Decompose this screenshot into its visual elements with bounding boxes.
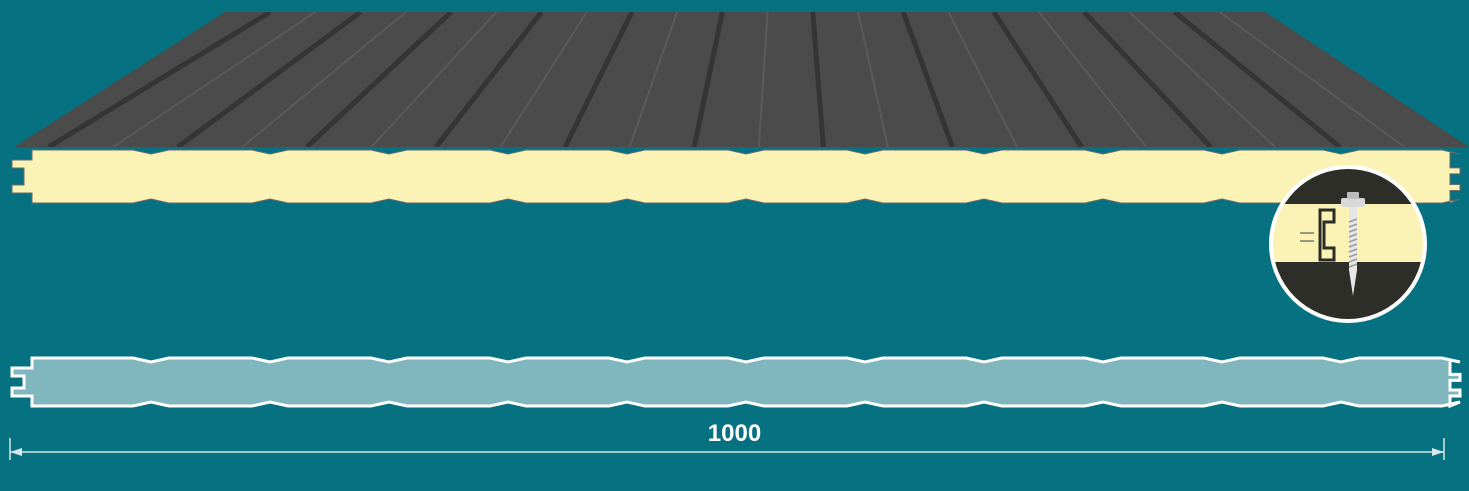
metal-rib — [810, 12, 826, 147]
metal-roof-sheet — [14, 12, 1469, 147]
metal-rib — [241, 12, 407, 147]
metal-rib — [499, 12, 588, 147]
metal-rib — [47, 12, 272, 147]
metal-rib — [1128, 12, 1276, 147]
metal-rib — [1219, 12, 1406, 147]
metal-rib — [1172, 12, 1342, 147]
metal-rib — [857, 12, 889, 147]
metal-rib — [176, 12, 363, 147]
metal-rib — [433, 12, 544, 147]
dimension-line — [9, 438, 1445, 460]
metal-rib — [305, 12, 453, 147]
width-dimension-label: 1000 — [707, 420, 762, 447]
screw-fastener-icon — [1341, 192, 1365, 296]
metal-rib — [370, 12, 498, 147]
metal-rib — [628, 12, 679, 147]
metal-rib — [562, 12, 635, 147]
metal-rib — [991, 12, 1084, 147]
metal-rib — [1082, 12, 1213, 147]
metal-rib — [691, 12, 725, 147]
metal-rib — [900, 12, 955, 147]
metal-rib — [947, 12, 1018, 147]
metal-sheet-ribs — [47, 12, 1406, 147]
foam-core-panel — [11, 149, 1461, 204]
panel-cross-section — [10, 356, 1462, 409]
metal-rib — [112, 12, 316, 147]
metal-sheet-surface — [14, 12, 1469, 147]
joint-detail-callout — [1269, 165, 1427, 323]
metal-rib — [757, 12, 769, 147]
metal-rib — [1038, 12, 1147, 147]
